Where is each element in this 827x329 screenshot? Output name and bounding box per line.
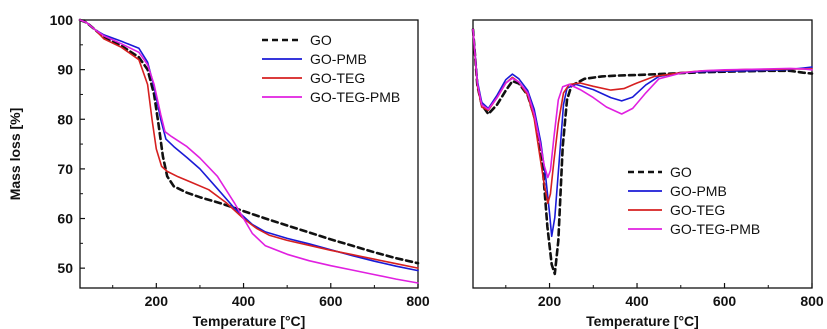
plot-frame [79,19,419,289]
y-tick-label: 90 [57,62,73,78]
y-tick-label: 50 [57,260,73,276]
series-line-go [78,18,420,265]
x-tick-label: 600 [319,293,343,309]
series-line-go-pmb [472,28,813,238]
legend-label: GO [310,32,332,48]
legend: GO GO-PMB GO-TEG GO-TEG-PMB [262,32,400,105]
series-line-go-teg [79,19,419,269]
y-tick-label: 100 [50,12,74,28]
legend-label: GO-TEG-PMB [670,221,760,237]
series-line-go-teg [472,28,813,205]
x-axis-title: Temperature [°C] [586,313,699,329]
x-tick-label: 800 [406,293,430,309]
plot-frame [472,19,813,289]
series-line-go-pmb [79,19,419,272]
legend-label: GO-PMB [310,51,367,67]
series-line-go [471,28,814,276]
series-line-go-teg-pmb [472,28,813,179]
x-tick-label: 400 [625,293,649,309]
legend-label: GO-TEG [310,70,365,86]
y-tick-label: 80 [57,111,73,127]
legend-label: GO-TEG-PMB [310,89,400,105]
y-tick-label: 70 [57,161,73,177]
chart-panel-2: 200 400 600 800 Temperature [°C] GO GO-PMB GO-T… [471,19,824,329]
x-tick-label: 600 [713,293,737,309]
x-tick-label: 400 [232,293,256,309]
y-axis-title: Mass loss [%] [7,108,23,201]
legend-label: GO-PMB [670,183,727,199]
y-tick-label: 60 [57,211,73,227]
x-tick-label: 800 [800,293,824,309]
x-tick-label: 200 [538,293,562,309]
series-line-go-teg-pmb [79,19,419,284]
legend: GO GO-PMB GO-TEG GO-TEG-PMB [628,164,760,237]
legend-label: GO-TEG [670,202,725,218]
x-axis-title: Temperature [°C] [193,313,306,329]
chart-panel-1: 200 400 600 800 50 60 70 80 90 100 Temperature [°C… [7,12,430,329]
legend-label: GO [670,164,692,180]
x-tick-label: 200 [145,293,169,309]
